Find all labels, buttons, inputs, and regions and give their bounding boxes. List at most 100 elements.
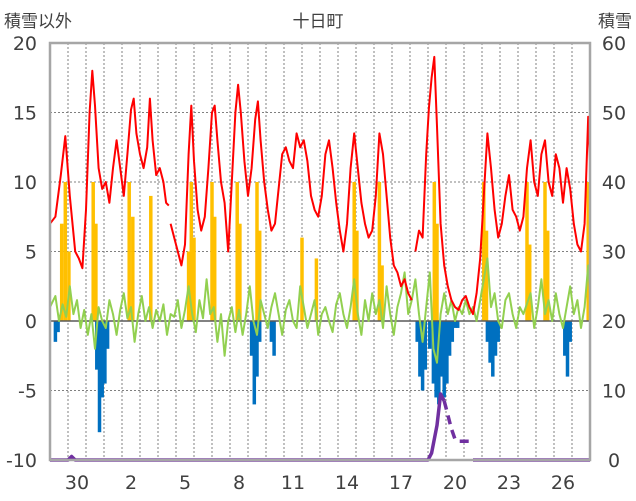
sunshine-bar	[131, 216, 135, 321]
precipitation-bar	[423, 321, 428, 370]
temperature-line	[169, 83, 413, 301]
right-tick-label: 40	[602, 172, 626, 194]
precipitation-bars	[53, 321, 572, 433]
left-axis-label: 積雪以外	[4, 12, 72, 32]
left-tick-label: -10	[6, 450, 37, 472]
left-tick-label: 20	[13, 33, 37, 55]
x-tick-label: 5	[179, 472, 191, 494]
sunshine-bar	[94, 223, 98, 321]
left-tick-label: 0	[25, 311, 37, 333]
right-tick-label: 20	[602, 311, 626, 333]
precipitation-bar	[105, 321, 110, 349]
right-tick-labels: 60 50 40 30 20 10 0	[602, 33, 626, 472]
precipitation-bar	[257, 321, 262, 342]
sunshine-bar	[210, 182, 214, 321]
precipitation-bar	[100, 321, 104, 398]
snow-depth-line	[442, 400, 470, 443]
precipitation-bar	[255, 321, 259, 377]
x-tick-label: 23	[497, 472, 521, 494]
precipitation-bar	[252, 321, 257, 405]
x-tick-label: 11	[281, 472, 305, 494]
right-tick-label: 30	[602, 242, 626, 264]
sunshine-bar	[545, 230, 550, 321]
left-tick-label: 10	[13, 172, 37, 194]
sunshine-bar	[127, 182, 131, 321]
precipitation-bar	[493, 321, 498, 356]
sunshine-bar	[435, 223, 439, 321]
precipitation-bar	[272, 321, 276, 356]
right-tick-label: 60	[602, 33, 626, 55]
sunshine-bar	[352, 182, 356, 321]
x-tick-labels: 30 2 5 8 11 14 17 20 23 26	[65, 472, 575, 494]
x-tick-label: 20	[443, 472, 467, 494]
precipitation-bar	[418, 321, 422, 377]
right-tick-label: 10	[602, 381, 626, 403]
sunshine-bar	[300, 237, 304, 321]
sunshine-bar	[91, 182, 95, 321]
sunshine-bar	[527, 244, 532, 321]
sunshine-bar	[212, 216, 217, 321]
precipitation-bar	[445, 321, 449, 384]
sunshine-bar	[380, 265, 384, 321]
precipitation-bar	[439, 321, 444, 377]
precipitation-bar	[496, 321, 500, 342]
precipitation-bar	[437, 321, 441, 405]
precipitation-bar	[420, 321, 425, 391]
right-tick-label: 0	[608, 450, 620, 472]
x-tick-label: 26	[551, 472, 575, 494]
precipitation-bar	[415, 321, 419, 342]
precipitation-bar	[491, 321, 495, 377]
sunshine-bar	[525, 182, 529, 321]
right-tick-label: 50	[602, 103, 626, 125]
sunshine-bar	[255, 182, 259, 321]
x-tick-label: 2	[125, 472, 137, 494]
precipitation-bar	[563, 321, 567, 356]
sunshine-bar	[543, 182, 547, 321]
left-tick-label: 5	[25, 242, 37, 264]
left-tick-label: -5	[18, 381, 37, 403]
sunshine-bar	[235, 182, 239, 321]
plot-frame	[48, 41, 592, 462]
x-tick-label: 30	[65, 472, 89, 494]
precipitation-bar	[450, 321, 455, 342]
precipitation-bar	[568, 321, 572, 342]
left-tick-labels: 20 15 10 5 0 -5 -10	[6, 33, 37, 472]
sunshine-bar	[192, 237, 196, 321]
precipitation-bar	[453, 321, 457, 328]
precipitation-bar	[249, 321, 254, 356]
precipitation-bar	[56, 321, 60, 333]
precipitation-bar	[53, 321, 58, 342]
precipitation-bar	[455, 321, 460, 328]
sunshine-bar	[63, 182, 68, 321]
sunshine-bar	[355, 230, 359, 321]
right-axis-label: 積雪	[598, 12, 632, 32]
sunshine-bar	[482, 182, 486, 321]
sunshine-bar	[314, 258, 319, 321]
left-tick-label: 15	[13, 103, 37, 125]
sunshine-bar	[484, 230, 489, 321]
precipitation-bar	[428, 321, 432, 349]
humidity-index-line	[49, 257, 591, 364]
precipitation-bar	[488, 321, 492, 363]
chart-title: 十日町	[293, 12, 344, 32]
sunshine-bar	[238, 223, 242, 321]
snow-depth-line	[50, 392, 446, 462]
sunshine-bar	[257, 230, 262, 321]
temperature-line	[49, 69, 170, 270]
sunshine-bar	[432, 182, 437, 321]
precipitation-bar	[447, 321, 452, 356]
sunshine-bar	[189, 182, 194, 321]
sunshine-bar	[586, 182, 590, 321]
sunshine-bar	[149, 195, 153, 321]
x-tick-label: 8	[233, 472, 245, 494]
precipitation-bar	[485, 321, 490, 342]
precipitation-bar	[269, 321, 274, 342]
sunshine-bar	[377, 182, 382, 321]
precipitation-bar	[442, 321, 446, 398]
precipitation-bar	[103, 321, 107, 384]
precipitation-bar	[95, 321, 99, 370]
precipitation-bar	[565, 321, 570, 377]
x-tick-label: 14	[335, 472, 359, 494]
x-tick-label: 17	[389, 472, 413, 494]
